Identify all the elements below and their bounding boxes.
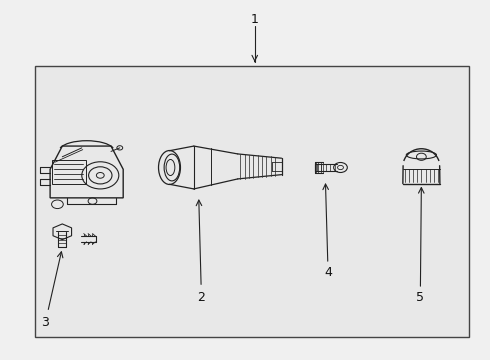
Bar [51,160,86,184]
Bar [35,66,469,337]
Text: 1: 1 [251,13,259,26]
Text: 3: 3 [41,316,49,329]
Text: 5: 5 [416,291,424,305]
Text: 4: 4 [324,266,332,279]
Text: 2: 2 [197,291,205,305]
